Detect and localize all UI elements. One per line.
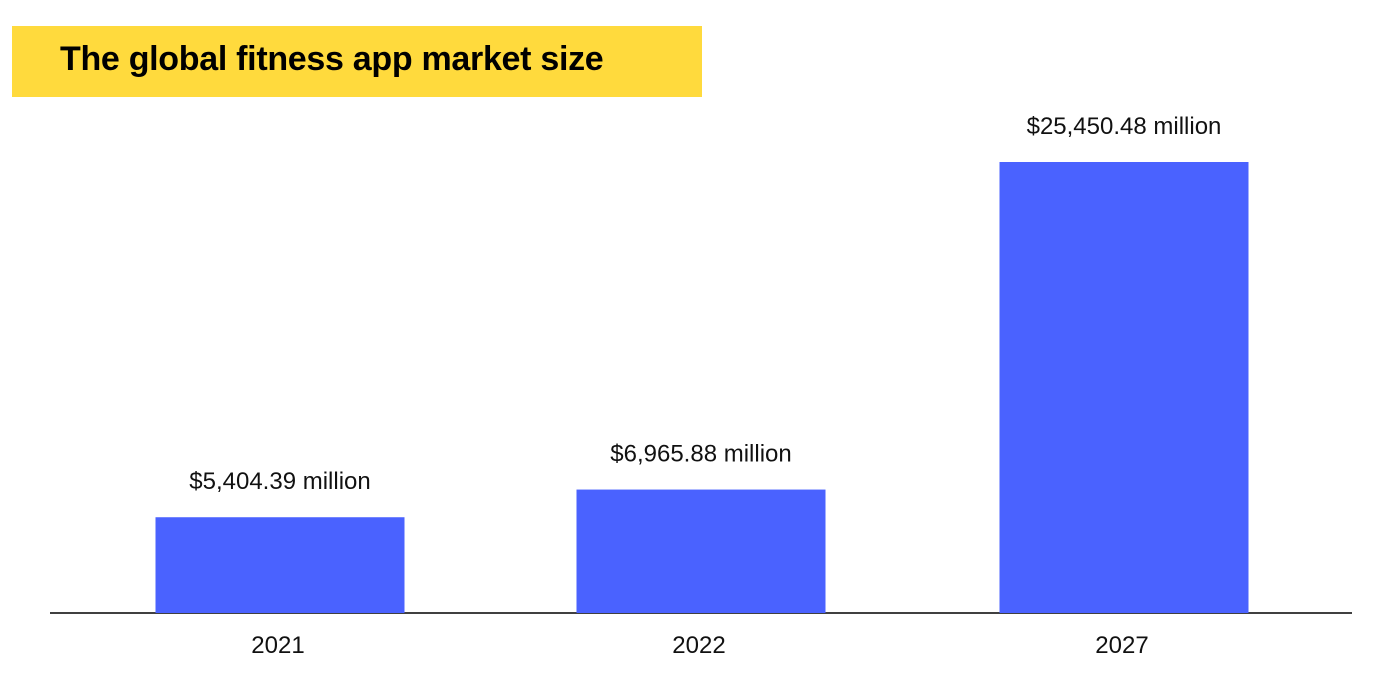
bar-2027 xyxy=(999,162,1249,613)
title-banner: The global fitness app market size xyxy=(12,26,702,97)
x-tick-label-2022: 2022 xyxy=(672,632,725,659)
x-tick-label-2027: 2027 xyxy=(1095,632,1148,659)
bar-2022 xyxy=(576,489,826,613)
data-label-2021: $5,404.39 million xyxy=(189,468,370,495)
data-label-2027: $25,450.48 million xyxy=(1027,113,1222,140)
x-tick-label-2021: 2021 xyxy=(251,632,304,659)
data-label-2022: $6,965.88 million xyxy=(610,441,791,468)
bar-2021 xyxy=(155,517,405,613)
chart-title: The global fitness app market size xyxy=(60,40,604,78)
